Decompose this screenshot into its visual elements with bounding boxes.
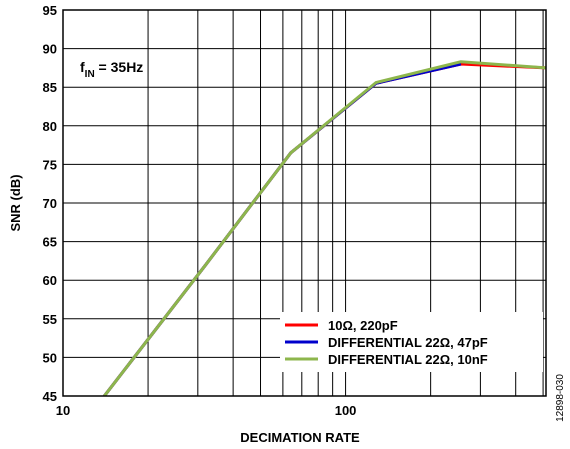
x-tick-label: 10 [56,403,70,418]
legend-label-diff-22ohm-10nf: DIFFERENTIAL 22Ω, 10nF [328,352,488,367]
y-tick-label: 65 [43,235,57,250]
y-tick-label: 70 [43,196,57,211]
figure-id: 12898-030 [555,374,566,422]
fin-annotation-rest: = 35Hz [95,59,144,75]
fin-annotation: fIN = 35Hz [80,59,143,80]
y-tick-label: 45 [43,389,57,404]
fin-annotation-subscript: IN [85,69,95,80]
y-tick-label: 85 [43,80,57,95]
y-tick-label: 60 [43,273,57,288]
fin-annotation-main: f [80,59,85,75]
legend: 10Ω, 220pF DIFFERENTIAL 22Ω, 47pF DIFFER… [280,312,543,372]
y-tick-label: 55 [43,312,57,327]
y-tick-labels: 45 50 55 60 65 70 75 80 85 90 95 [43,3,57,404]
legend-label-diff-22ohm-47pf: DIFFERENTIAL 22Ω, 47pF [328,335,488,350]
y-tick-label: 95 [43,3,57,18]
x-axis-title: DECIMATION RATE [240,430,360,445]
x-tick-labels: 10 100 [56,403,357,418]
y-tick-label: 80 [43,119,57,134]
legend-box [280,312,543,372]
y-tick-label: 50 [43,350,57,365]
y-tick-label: 75 [43,157,57,172]
series-line-2 [103,60,546,396]
plot-frame [62,9,547,397]
y-axis-title: SNR (dB) [8,174,23,231]
y-tick-label: 90 [43,42,57,57]
x-tick-label: 100 [335,403,357,418]
series-lines [103,60,546,396]
legend-label-10ohm-220pf: 10Ω, 220pF [328,318,398,333]
